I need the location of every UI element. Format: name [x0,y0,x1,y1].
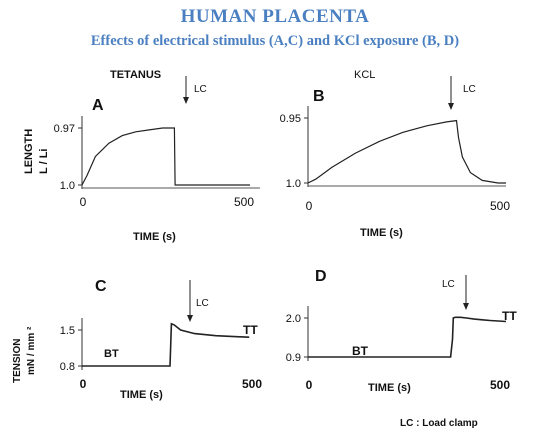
panel-c: 1.5 0.8 0 500 TIME (s) C LC BT TT [60,278,263,401]
y-tick-label: 0.9 [286,352,301,364]
x-axis-label: TIME (s) [360,227,403,239]
y-tick-label: 1.0 [60,180,75,192]
y-tick-label: 0.8 [60,361,75,373]
tension-ylabel: TENSION [12,339,23,383]
y-tick-label: 1.0 [286,178,301,190]
lc-arrowhead [448,103,454,110]
y-tick-label: 0.95 [280,113,301,125]
bt-label: BT [352,344,369,358]
y-tick-label: 2.0 [286,313,301,325]
tt-label: TT [243,323,258,337]
x-tick-label: 0 [306,199,313,213]
header-tetanus: TETANUS [110,69,161,81]
panel-letter: D [315,268,327,285]
lc-label: LC [463,84,476,95]
figure-title: HUMAN PLACENTA [180,6,370,27]
lc-arrowhead [183,97,189,104]
header-kcl: KCL [354,69,375,81]
x-tick-label: 500 [490,199,510,213]
data-line [81,127,250,186]
length-ylabel-unit: L / Li [38,149,50,174]
lc-arrowhead [187,315,193,322]
panel-a: 0.97 1.0 0 500 TIME (s) A LC [54,76,260,243]
x-axis-label: TIME (s) [368,382,411,394]
data-line [82,322,250,367]
panel-letter: B [313,88,325,105]
x-tick-label: 500 [490,378,510,392]
x-tick-label: 0 [80,377,87,391]
panel-d: 2.0 0.9 0 500 TIME (s) D LC BT TT [286,268,518,394]
tt-label: TT [502,309,517,323]
tension-ylabel-unit: mN / mm ² [26,326,37,375]
x-tick-label: 500 [234,195,254,209]
bt-label: BT [104,348,119,360]
x-axis-label: TIME (s) [120,389,163,401]
panel-letter: A [92,97,104,114]
x-tick-label: 500 [242,377,262,391]
x-tick-label: 0 [306,378,313,392]
figure-subtitle: Effects of electrical stimulus (A,C) and… [90,33,460,49]
lc-arrowhead [463,303,469,310]
panel-b: 0.95 1.0 0 500 TIME (s) B LC [280,76,510,239]
x-axis-label: TIME (s) [133,231,176,243]
length-ylabel: LENGTH [23,129,35,174]
data-line [308,316,507,358]
panel-letter: C [95,278,107,295]
lc-label: LC [442,279,455,290]
x-tick-label: 0 [80,195,87,209]
y-tick-label: 1.5 [60,325,75,337]
lc-label: LC [194,84,207,95]
footnote-lc: LC : Load clamp [400,418,478,429]
lc-label: LC [196,298,209,309]
y-tick-label: 0.97 [54,123,75,135]
data-line [307,119,506,184]
